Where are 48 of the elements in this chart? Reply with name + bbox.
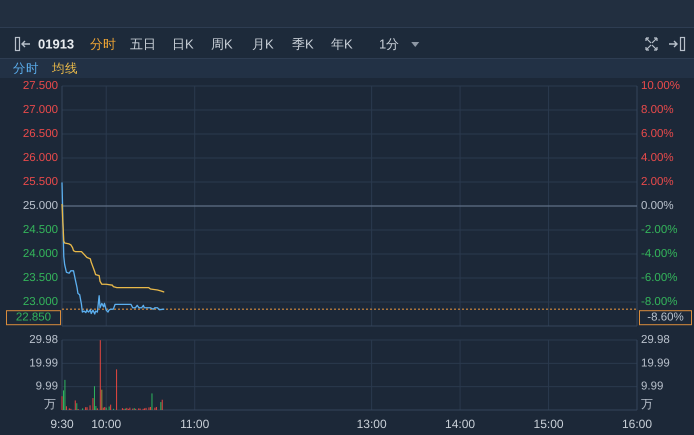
y-tick-label: 26.500 [22,128,58,140]
x-tick-label: 15:00 [534,417,564,431]
y2-tick-label: 4.00% [641,152,674,164]
x-tick-label: 13:00 [356,417,387,431]
y2-tick-label: 8.00% [641,104,674,116]
text: 分时 [90,36,116,52]
text: 分时 [13,62,39,76]
y-tick-label: 26.000 [22,152,58,164]
annotation: -8.60% [647,312,684,324]
y2-tick-label: -6.00% [641,272,678,284]
y2-tick-label: -4.00% [641,248,678,260]
x-tick-label: 9:30 [50,417,74,431]
text: 五日 [130,36,156,52]
y2-tick-label: 19.99 [641,357,670,370]
chart-title: 01913 [38,36,74,52]
x-tick-label: 16:00 [622,417,652,431]
y-tick-label: 29.98 [29,334,58,346]
ref-line-label: 22.850 [16,312,52,324]
text: 年K [331,36,353,52]
y-tick-label: 19.99 [29,357,58,370]
text: 月K [252,36,274,52]
y-tick-label: 25.000 [22,200,58,212]
text: 日K [172,36,194,52]
y-tick-label: 23.000 [22,296,58,308]
y-tick-label: 27.500 [22,80,58,92]
y2-tick-label: -8.00% [641,296,678,308]
y2-tick-label: 29.98 [641,334,670,346]
y2-tick-label: 9.99 [641,380,664,393]
y-tick-label: 24.500 [22,224,58,236]
text: 季K [292,36,314,52]
y2-tick-label: 10.00% [641,80,680,92]
y2-tick-label: 6.00% [641,128,674,140]
y-tick-label: 25.500 [22,176,58,188]
y-tick-label: 24.000 [22,248,58,260]
y-tick-label: 23.500 [22,272,58,284]
y2-axis-title: 万 [641,397,653,411]
x-tick-label: 10:00 [91,417,122,431]
y2-tick-label: -2.00% [641,224,678,236]
x-tick-label: 11:00 [180,417,210,431]
text: 周K [211,36,233,52]
x-tick-label: 14:00 [445,417,476,431]
y-tick-label: 9.99 [36,380,58,393]
y2-tick-label: 2.00% [641,176,674,188]
text: 均线 [51,62,78,76]
y2-tick-label: 0.00% [641,200,674,212]
y-tick-label: 27.000 [22,104,58,116]
text: 1分 [379,36,400,52]
y-axis-title: 万 [44,397,56,411]
